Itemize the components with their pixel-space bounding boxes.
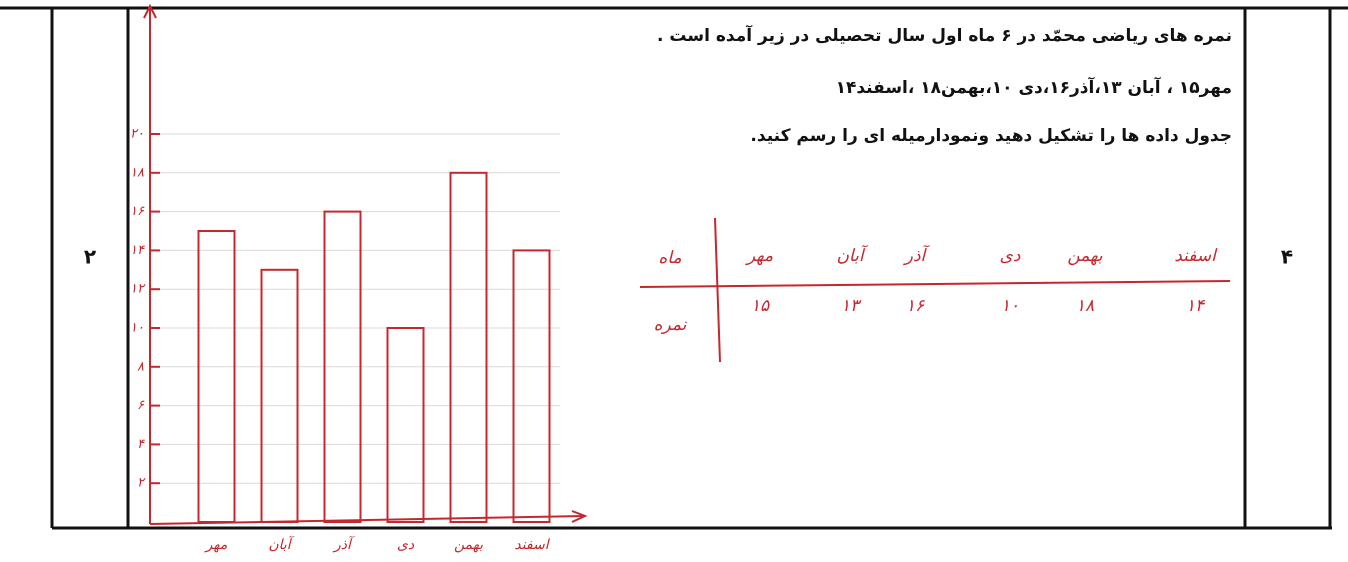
question-line: جدول داده ها را تشکیل دهید ونمودارمیله ا… [750,126,1232,146]
x-tick-label: دی [397,537,415,553]
score: ۲ [84,245,96,269]
y-tick-label: ۱۶ [130,204,145,219]
bar [323,210,362,523]
table-grade: ۱۸ [1076,296,1094,316]
y-tick-label: ۱۴ [130,243,145,258]
bar [449,171,488,524]
table-month: دی [1000,246,1021,266]
bar [512,249,551,523]
x-tick-label: آبان [268,535,294,553]
question-number: ۴ [1281,245,1293,269]
axis-arrow [143,3,157,19]
table-month: آبان [836,245,868,266]
question-line: مهر۱۵ ، آبان ۱۳،آذر۱۶،دی ۱۰،بهمن۱۸ ،اسفن… [836,76,1232,98]
bar [260,268,299,523]
table-month: اسفند [1174,246,1218,266]
table-rule [639,280,1231,288]
x-tick-label: بهمن [454,537,483,553]
y-tick-label: ۱۲ [130,282,146,297]
y-tick-label: ۲۰ [130,127,144,142]
y-tick-label: ۲ [137,476,146,491]
table-grade: ۱۵ [751,296,770,316]
table-grade: ۱۴ [1186,296,1206,316]
y-tick-label: ۸ [137,359,144,374]
table-grade: ۱۳ [841,296,862,316]
table-grade: ۱۰ [1001,296,1019,316]
axis-arrow [571,510,588,523]
x-tick-label: اسفند [514,537,550,553]
x-tick-label: آذر [332,535,355,553]
y-tick-label: ۱۰ [130,321,144,336]
table-month: مهر [745,246,773,266]
bar [197,230,236,523]
y-tick-label: ۴ [137,437,145,452]
x-tick-label: مهر [204,537,228,553]
y-tick-label: ۶ [137,398,145,413]
table-month: آذر [903,245,931,266]
question-line: نمره های ریاضی محمّد در ۶ ماه اول سال تح… [657,24,1232,46]
y-tick-label: ۱۸ [130,165,144,180]
table-month: بهمن [1067,246,1103,266]
row-label: ماه [658,248,681,268]
table-rule [714,217,721,363]
table-grade: ۱۶ [906,296,925,316]
row-label: نمره [654,315,688,335]
bar [386,327,425,523]
